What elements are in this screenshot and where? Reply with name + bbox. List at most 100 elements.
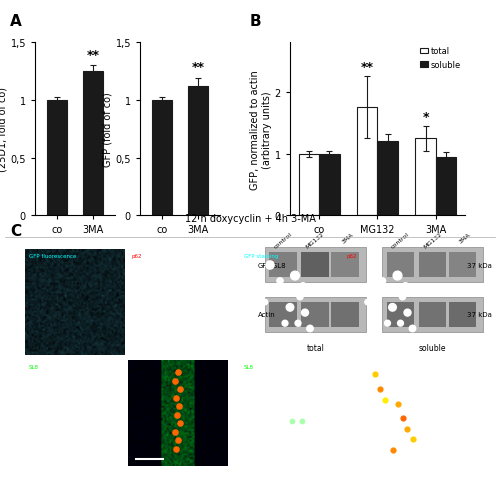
Point <box>170 428 178 436</box>
Point <box>286 304 294 312</box>
Point <box>170 309 177 317</box>
Text: **: ** <box>86 48 100 61</box>
Text: SL8: SL8 <box>29 364 39 369</box>
Point <box>99 444 107 452</box>
Point <box>176 420 184 427</box>
Text: GFP fluorescence: GFP fluorescence <box>29 254 76 259</box>
Point <box>281 398 289 406</box>
Point <box>168 290 175 298</box>
Point <box>291 272 299 280</box>
Point <box>398 293 406 301</box>
Point <box>388 304 396 312</box>
Text: MG132: MG132 <box>422 232 442 250</box>
Point <box>168 276 176 283</box>
Point <box>76 421 84 429</box>
Point <box>396 320 404 327</box>
Point <box>276 277 284 285</box>
Point <box>294 386 302 394</box>
Point <box>380 396 388 404</box>
Bar <box>319 154 340 216</box>
Text: 37 kDa: 37 kDa <box>468 311 492 317</box>
Text: 12 h doxycyclin + 4h 3-MA: 12 h doxycyclin + 4h 3-MA <box>184 213 316 223</box>
Point <box>370 370 378 378</box>
Bar <box>448 303 476 328</box>
Point <box>288 418 296 425</box>
Point <box>402 283 409 290</box>
Point <box>408 435 416 443</box>
Text: 3MA: 3MA <box>458 232 471 244</box>
Point <box>174 271 182 279</box>
Point <box>176 282 184 289</box>
Point <box>170 288 178 296</box>
Point <box>364 299 372 306</box>
Bar <box>188 87 208 216</box>
Point <box>176 315 184 323</box>
Point <box>398 414 406 422</box>
Point <box>296 293 304 301</box>
Point <box>172 265 179 273</box>
Point <box>374 288 382 296</box>
Point <box>394 400 402 408</box>
Point <box>174 303 182 311</box>
Bar <box>382 298 483 333</box>
Text: SL8: SL8 <box>244 364 254 369</box>
Point <box>394 272 402 280</box>
Legend: total, soluble: total, soluble <box>420 48 461 70</box>
Point <box>408 325 416 333</box>
Bar <box>47 101 67 216</box>
Bar <box>332 253 359 278</box>
Bar <box>83 72 103 216</box>
Point <box>174 369 182 376</box>
Bar <box>386 303 414 328</box>
Point <box>388 446 396 454</box>
Text: 3MA: 3MA <box>340 232 354 244</box>
Point <box>174 403 182 410</box>
Point <box>368 262 376 269</box>
Point <box>281 320 289 327</box>
Text: control: control <box>390 232 410 250</box>
Point <box>59 404 67 411</box>
Point <box>166 322 174 329</box>
Point <box>172 335 179 342</box>
Point <box>294 320 302 327</box>
Text: control: control <box>273 232 293 250</box>
Text: **: ** <box>192 61 204 74</box>
Point <box>269 404 277 411</box>
Point <box>384 320 392 327</box>
Bar <box>269 253 297 278</box>
Point <box>172 297 180 304</box>
Point <box>93 441 101 448</box>
Text: **: ** <box>361 61 374 74</box>
Text: total: total <box>306 344 324 353</box>
Point <box>63 407 71 415</box>
Bar <box>332 303 359 328</box>
Bar <box>418 303 446 328</box>
Text: B: B <box>250 14 262 29</box>
Point <box>306 325 314 333</box>
Point <box>170 377 178 385</box>
Text: *: * <box>422 110 429 123</box>
Bar <box>382 248 483 283</box>
Point <box>176 284 184 291</box>
Text: p62: p62 <box>346 254 357 259</box>
Text: p62: p62 <box>132 254 142 259</box>
Text: GFP staining: GFP staining <box>244 254 278 259</box>
Text: GFP-SL8: GFP-SL8 <box>258 263 286 268</box>
Y-axis label: Kb/SL8 complexes
(25D1, fold of co): Kb/SL8 complexes (25D1, fold of co) <box>0 85 8 174</box>
Point <box>301 309 309 317</box>
Bar <box>357 108 378 216</box>
Point <box>43 375 51 383</box>
Bar <box>264 248 366 283</box>
Point <box>304 430 312 438</box>
Point <box>404 309 411 317</box>
Bar <box>386 253 414 278</box>
Point <box>298 418 306 425</box>
Bar <box>264 298 366 333</box>
Y-axis label: GFP, normalized to actin
(arbitrary units): GFP, normalized to actin (arbitrary unit… <box>250 70 272 189</box>
Bar <box>299 154 319 216</box>
Text: Actin: Actin <box>258 311 276 317</box>
Text: C: C <box>10 223 21 238</box>
Y-axis label: GFP (fold of co): GFP (fold of co) <box>102 92 113 167</box>
Point <box>378 277 386 285</box>
Bar <box>418 253 446 278</box>
